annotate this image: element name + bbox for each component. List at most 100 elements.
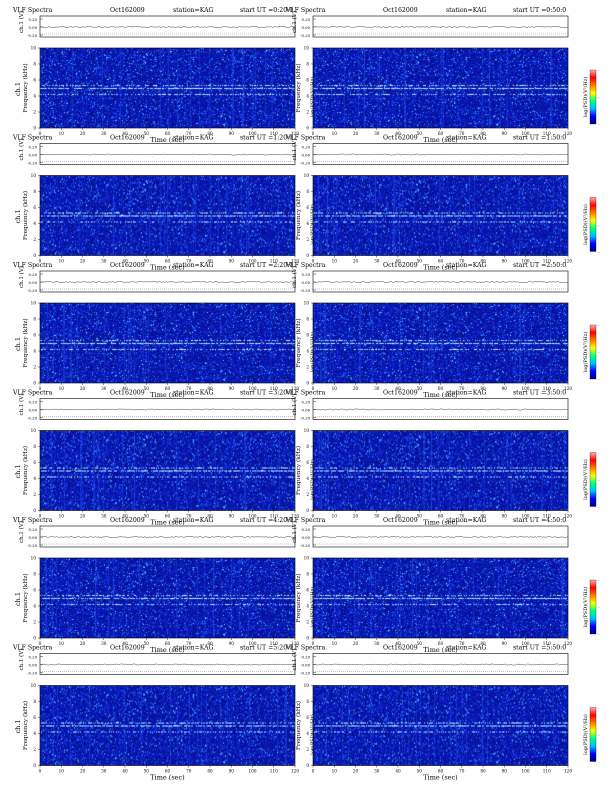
time-tick-label: 70 [186,641,192,646]
time-tick-label: 110 [543,769,551,774]
time-tick-label: 50 [417,514,423,519]
panel-date: Oct162009 [110,262,145,269]
colorbar-label: log(PSD)(V²/Hz) [582,587,589,628]
frequency-tick-label: 10 [31,428,37,433]
panel-date: Oct162009 [383,645,418,652]
spectrogram-heatmap [313,48,568,128]
colorbar [589,69,597,125]
amplitude-tick-label: 0.20 [29,527,38,532]
colorbar-tick-label: - [598,733,600,738]
time-tick-label: 50 [417,641,423,646]
frequency-tick-label: 0 [306,508,309,513]
time-tick-label: 90 [229,259,235,264]
amplitude-tick-label: -0.20 [27,416,37,421]
time-tick-label: 50 [417,386,423,391]
time-tick-label: 70 [186,769,192,774]
time-tick-label: 10 [332,386,338,391]
time-tick-label: 120 [291,259,299,264]
colorbar-tick-label: - [598,122,600,127]
time-axis-label: Time (sec) [423,136,458,144]
amplitude-tick-label: 0.00 [29,25,38,30]
amplitude-tick-label: 0.00 [302,408,311,413]
amplitude-axis-label: ch.1 (V) [18,11,25,33]
time-tick-label: 90 [502,386,508,391]
time-tick-label: 120 [564,641,572,646]
panel-start-time: start UT =4:50:0 [513,517,566,524]
time-tick-label: 120 [564,769,572,774]
frequency-tick-label: 8 [306,572,309,577]
time-tick-label: 20 [353,514,359,519]
amplitude-tick-label: 0.00 [29,663,38,668]
amplitude-tick-label: 0.00 [302,280,311,285]
colorbar [589,324,597,380]
time-tick-label: 90 [502,641,508,646]
amplitude-trace [39,663,296,666]
amplitude-axis-label: ch.1 (V) [18,139,25,161]
colorbar-label: log(PSD)(V²/Hz) [582,332,589,373]
spectrogram-heatmap [40,303,295,383]
amplitude-tick-label: 0.20 [302,527,311,532]
time-tick-label: 40 [122,386,128,391]
time-tick-label: 50 [144,259,150,264]
time-tick-label: 110 [270,769,278,774]
panel-station: station=KAG [446,517,487,524]
amplitude-trace [39,153,296,156]
amplitude-axis-label: ch.1 (V) [18,521,25,543]
frequency-tick-label: 6 [306,205,309,210]
time-tick-label: 100 [522,386,530,391]
colorbar-tick-label: - [598,505,600,510]
time-tick-label: 40 [395,386,401,391]
frequency-tick-label: 2 [33,365,36,370]
frequency-axis-label: Frequency (kHz) [295,446,302,495]
time-tick-label: 50 [144,386,150,391]
time-tick-label: 0 [312,259,315,264]
time-tick-label: 20 [353,131,359,136]
time-tick-label: 100 [522,641,530,646]
frequency-tick-label: 4 [33,476,36,481]
frequency-tick-label: 10 [304,46,310,51]
time-tick-label: 90 [502,514,508,519]
amplitude-axis-label: ch.1 (V) [18,266,25,288]
panel-start-time: start UT =0:20:0 [240,7,293,14]
time-tick-label: 90 [229,386,235,391]
panel-station: station=KAG [446,645,487,652]
frequency-tick-label: 2 [306,620,309,625]
time-tick-label: 100 [522,514,530,519]
time-axis-label: Time (sec) [423,391,458,399]
time-tick-label: 20 [353,641,359,646]
time-tick-label: 90 [229,514,235,519]
time-tick-label: 0 [312,386,315,391]
time-tick-label: 20 [80,641,86,646]
amplitude-tick-label: -0.20 [300,416,310,421]
time-tick-label: 110 [543,386,551,391]
time-tick-label: 0 [39,641,42,646]
channel-label: ch.1 [14,337,22,351]
time-tick-label: 40 [395,769,401,774]
spectra-panel: VLF Spectra Oct162009 station=KAG start UT … [285,645,600,782]
time-tick-label: 10 [332,514,338,519]
frequency-tick-label: 6 [33,205,36,210]
frequency-tick-label: 2 [33,747,36,752]
frequency-axis-label: Frequency (kHz) [295,318,302,367]
frequency-tick-label: 0 [33,636,36,641]
frequency-tick-label: 4 [306,94,309,99]
frequency-tick-label: 2 [306,110,309,115]
amplitude-frame [312,143,569,165]
amplitude-tick-label: 0.00 [302,25,311,30]
time-tick-label: 60 [438,386,444,391]
frequency-tick-label: 8 [33,189,36,194]
colorbar-label: log(PSD)(V²/Hz) [309,77,316,118]
amplitude-axis-label: ch.1 (V) [291,139,298,161]
panel-date: Oct162009 [110,135,145,142]
frequency-tick-label: 4 [33,731,36,736]
colorbar-tick-label: - [598,350,600,355]
amplitude-trace [312,281,569,283]
time-tick-label: 20 [353,769,359,774]
amplitude-trace [312,408,569,411]
panel-title: VLF Spectra [12,645,53,652]
frequency-tick-label: 10 [304,301,310,306]
time-tick-label: 80 [480,259,486,264]
amplitude-tick-label: -0.20 [300,671,310,676]
frequency-axis-label: Frequency (kHz) [22,446,29,495]
time-axis-label: Time (sec) [150,391,185,399]
